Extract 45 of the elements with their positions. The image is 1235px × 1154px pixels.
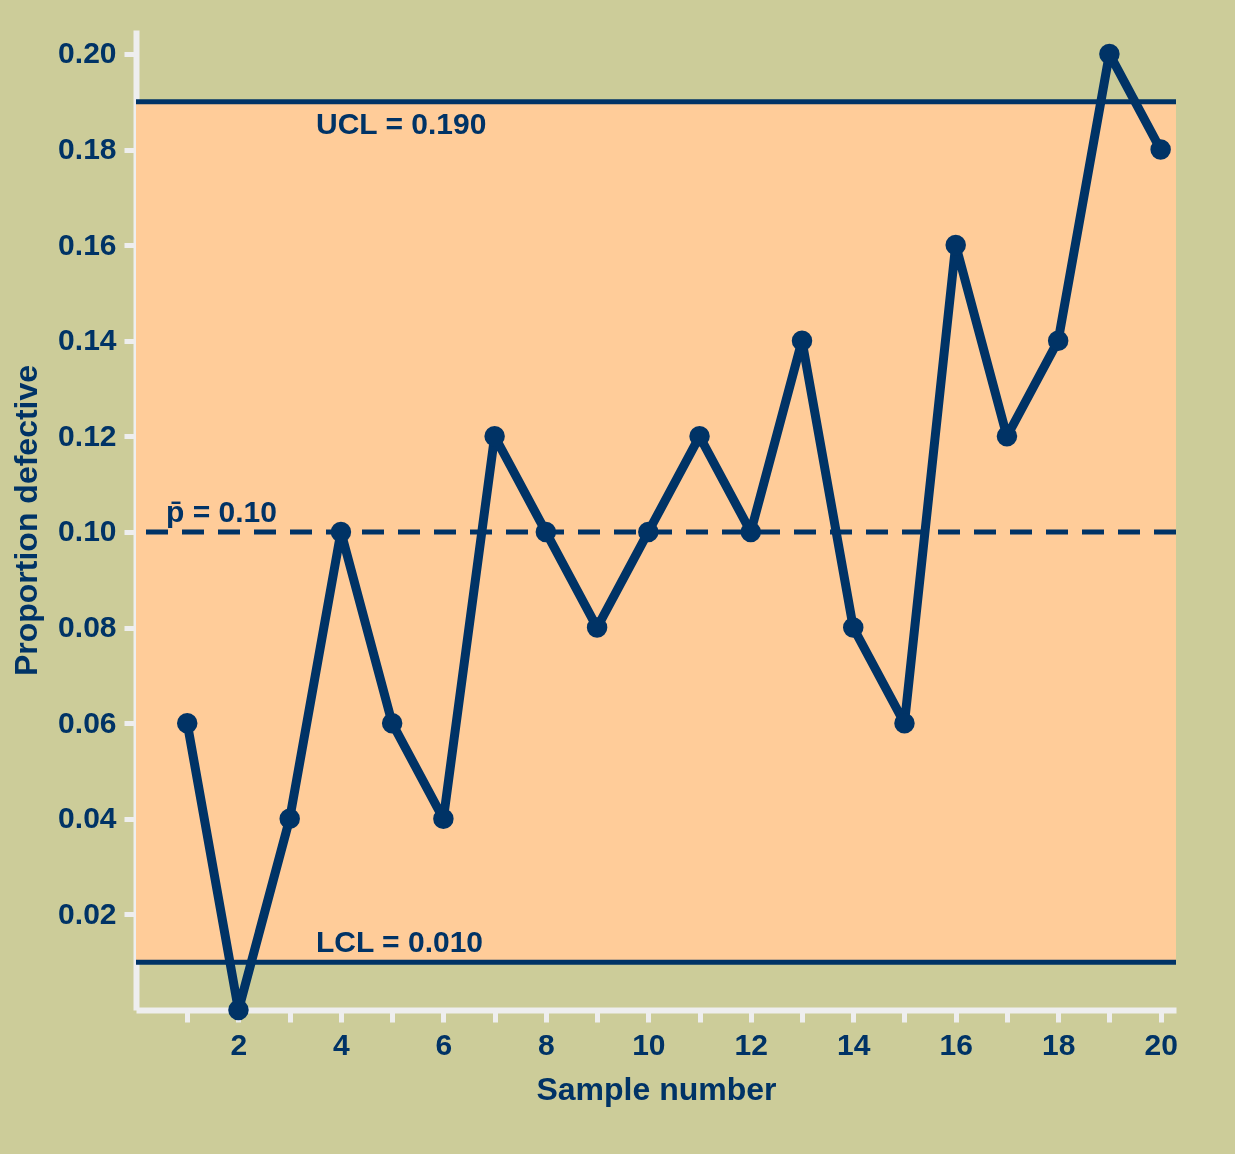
ref-line-label: p̄ = 0.10: [166, 494, 277, 528]
point: [330, 521, 352, 543]
y-tick-label: 0.04: [58, 801, 117, 835]
ref-line-label: UCL = 0.190: [316, 106, 487, 140]
point: [535, 521, 557, 543]
x-tick-label: 16: [939, 1027, 973, 1061]
y-tick-label: 0.14: [58, 323, 117, 357]
y-tick-label: 0.02: [58, 896, 117, 930]
point: [996, 426, 1018, 447]
point: [586, 617, 608, 638]
x-tick-label: 2: [230, 1027, 248, 1061]
x-tick-label: 14: [837, 1027, 871, 1061]
point: [894, 712, 915, 734]
x-tick-label: 6: [435, 1027, 453, 1061]
point: [945, 234, 966, 256]
y-tick-label: 0.16: [58, 227, 117, 261]
point: [381, 712, 403, 734]
y-tick-label: 0.20: [58, 36, 117, 70]
point: [228, 999, 249, 1021]
point: [1047, 330, 1069, 351]
x-tick-label: 4: [333, 1027, 351, 1061]
point: [740, 521, 762, 543]
point: [791, 330, 813, 351]
ref-line-label: LCL = 0.010: [316, 925, 484, 959]
x-axis-title: Sample number: [536, 1070, 777, 1107]
x-tick-label: 12: [734, 1027, 768, 1061]
point: [484, 426, 505, 447]
y-tick-label: 0.10: [58, 514, 117, 548]
point: [279, 808, 300, 830]
y-tick-label: 0.06: [58, 705, 117, 739]
point: [1150, 139, 1171, 160]
x-tick-label: 18: [1041, 1027, 1076, 1061]
point: [176, 712, 198, 734]
point: [1099, 43, 1120, 65]
y-tick-label: 0.18: [58, 132, 117, 166]
point: [638, 521, 659, 543]
x-tick-label: 8: [538, 1027, 555, 1061]
x-tick-label: 10: [632, 1027, 666, 1061]
point: [842, 617, 864, 638]
point: [689, 426, 710, 447]
y-axis-title: Proportion defective: [8, 364, 45, 677]
y-tick-label: 0.08: [58, 610, 117, 644]
y-tick-label: 0.12: [58, 418, 117, 452]
x-tick-label: 20: [1144, 1027, 1178, 1061]
point: [433, 808, 454, 830]
